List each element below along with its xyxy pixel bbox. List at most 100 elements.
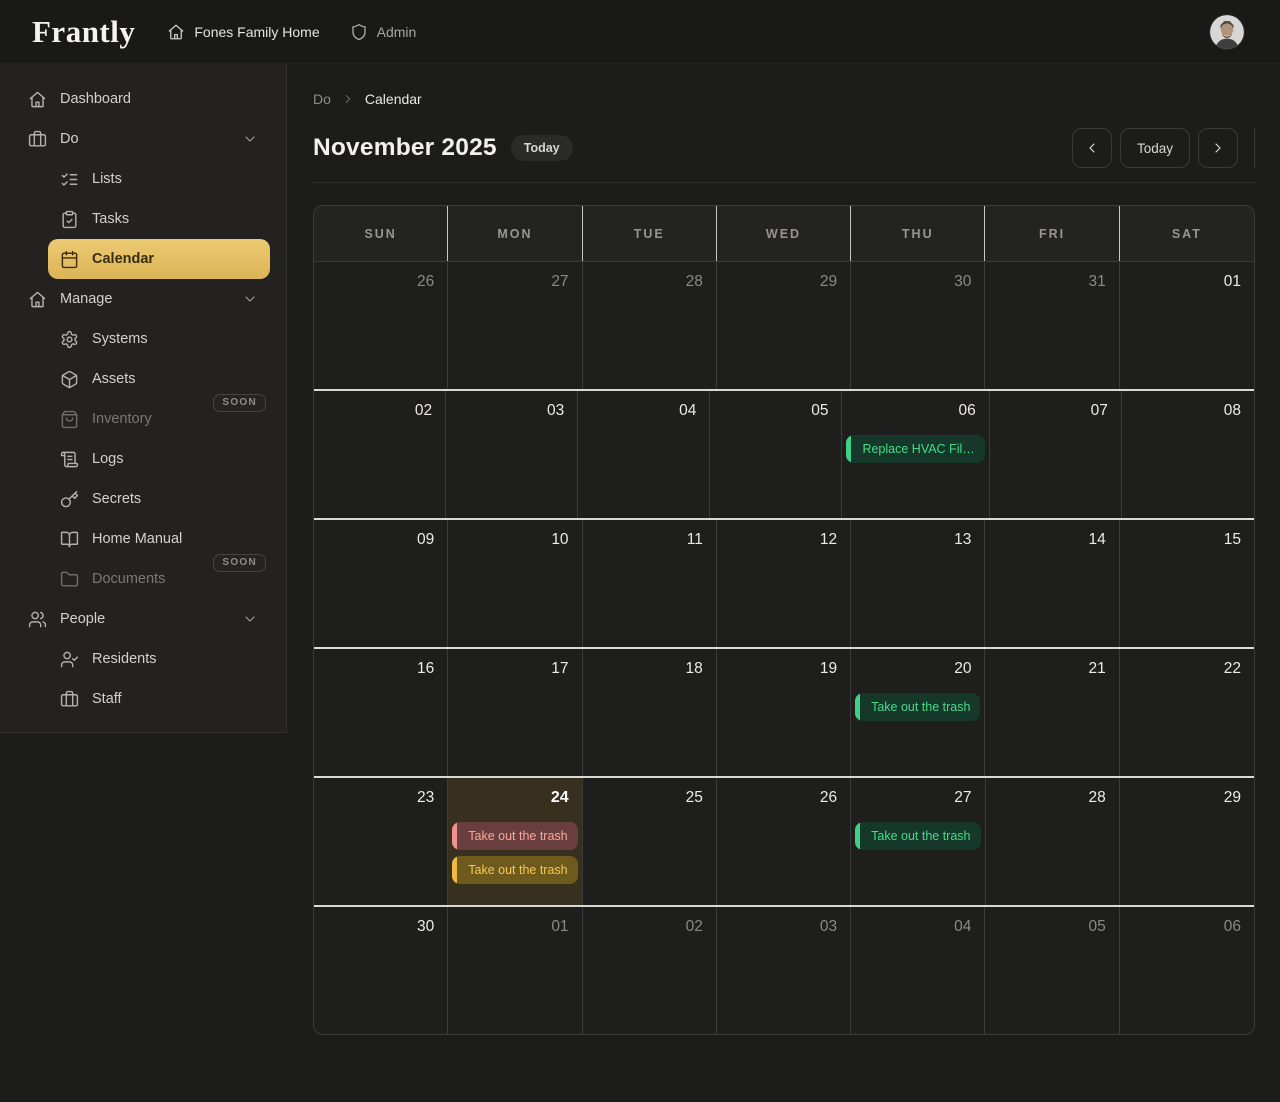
day-number: 24	[551, 787, 569, 809]
sidebar-item-assets[interactable]: Assets	[48, 359, 270, 399]
day-number: 26	[820, 787, 837, 809]
sidebar-item-people[interactable]: People	[16, 599, 270, 639]
event-chip[interactable]: Take out the trash	[855, 693, 980, 721]
day-cell[interactable]: 07	[990, 391, 1122, 518]
day-cell[interactable]: 27	[448, 262, 582, 389]
day-number: 05	[811, 400, 828, 422]
day-cell[interactable]: 21	[985, 649, 1119, 776]
day-cell[interactable]: 25	[583, 778, 717, 905]
day-cell[interactable]: 01	[448, 907, 582, 1034]
day-cell[interactable]: 29	[1120, 778, 1254, 905]
day-cell[interactable]: 29	[717, 262, 851, 389]
sidebar-item-home-manual[interactable]: Home Manual	[48, 519, 270, 559]
day-cell[interactable]: 12	[717, 520, 851, 647]
day-cell[interactable]: 06	[1120, 907, 1254, 1034]
admin-badge[interactable]: Admin	[350, 23, 417, 41]
day-cell[interactable]: 01	[1120, 262, 1254, 389]
event-chip[interactable]: Take out the trash	[452, 822, 577, 850]
sidebar-item-documents[interactable]: DocumentsSOON	[48, 559, 270, 599]
day-number: 27	[551, 271, 568, 293]
day-number: 29	[820, 271, 837, 293]
day-cell[interactable]: 28	[986, 778, 1120, 905]
calendar-header: November 2025 Today Today	[313, 128, 1255, 168]
sidebar-item-manage[interactable]: Manage	[16, 279, 270, 319]
day-cell[interactable]: 16	[314, 649, 448, 776]
main-content: Do Calendar November 2025 Today Today	[287, 64, 1280, 1035]
sidebar-item-systems[interactable]: Systems	[48, 319, 270, 359]
day-cell[interactable]: 14	[985, 520, 1119, 647]
day-cell[interactable]: 10	[448, 520, 582, 647]
day-cell[interactable]: 03	[446, 391, 578, 518]
event-chip[interactable]: Take out the trash	[855, 822, 980, 850]
event-chip[interactable]: Replace HVAC Fil…	[846, 435, 984, 463]
home-selector[interactable]: Fones Family Home	[167, 23, 319, 41]
key-icon	[60, 490, 79, 509]
sidebar-item-label: Residents	[92, 651, 156, 667]
day-number: 27	[954, 787, 971, 809]
sidebar-item-tasks[interactable]: Tasks	[48, 199, 270, 239]
breadcrumb-parent[interactable]: Do	[313, 91, 331, 107]
sidebar-item-label: Manage	[60, 291, 112, 307]
day-cell[interactable]: 06Replace HVAC Fil…	[842, 391, 989, 518]
event-title: Replace HVAC Fil…	[862, 442, 974, 456]
nav-divider	[1254, 128, 1255, 168]
day-cell[interactable]: 13	[851, 520, 985, 647]
day-cell[interactable]: 05	[710, 391, 842, 518]
day-cell[interactable]: 19	[717, 649, 851, 776]
day-number: 16	[417, 658, 434, 680]
day-cell[interactable]: 27 Take out the trash	[851, 778, 985, 905]
day-cell[interactable]: 24 Take out the trash Take out the trash	[448, 778, 582, 905]
sidebar-item-secrets[interactable]: Secrets	[48, 479, 270, 519]
sidebar-item-label: Staff	[92, 691, 122, 707]
day-cell[interactable]: 18	[583, 649, 717, 776]
sidebar-item-calendar[interactable]: Calendar	[48, 239, 270, 279]
day-number: 28	[686, 271, 703, 293]
sidebar-item-logs[interactable]: Logs	[48, 439, 270, 479]
day-number: 13	[954, 529, 971, 551]
sidebar-item-lists[interactable]: Lists	[48, 159, 270, 199]
day-cell[interactable]: 11	[583, 520, 717, 647]
day-cell[interactable]: 15	[1120, 520, 1254, 647]
day-number: 25	[686, 787, 703, 809]
briefcase-icon	[60, 690, 79, 709]
sidebar-item-residents[interactable]: Residents	[48, 639, 270, 679]
shield-icon	[350, 23, 368, 41]
day-cell[interactable]: 08	[1122, 391, 1254, 518]
day-cell[interactable]: 30	[314, 907, 448, 1034]
avatar-image	[1210, 15, 1244, 49]
day-cell[interactable]: 02	[583, 907, 717, 1034]
day-cell[interactable]: 31	[985, 262, 1119, 389]
day-cell[interactable]: 22	[1120, 649, 1254, 776]
day-cell[interactable]: 04	[851, 907, 985, 1034]
brand-logo[interactable]: Frantly	[32, 14, 135, 50]
user-avatar[interactable]	[1210, 15, 1244, 49]
prev-month-button[interactable]	[1072, 128, 1112, 168]
day-cell[interactable]: 03	[717, 907, 851, 1034]
day-cell[interactable]: 20Take out the trash	[851, 649, 985, 776]
event-chip[interactable]: Take out the trash	[452, 856, 577, 884]
list-checks-icon	[60, 170, 79, 189]
day-cell[interactable]: 26	[314, 262, 448, 389]
day-cell[interactable]: 26	[717, 778, 851, 905]
day-cell[interactable]: 23	[314, 778, 448, 905]
sidebar-item-dashboard[interactable]: Dashboard	[16, 79, 270, 119]
breadcrumb: Do Calendar	[313, 91, 1255, 107]
day-number: 29	[1224, 787, 1241, 809]
day-cell[interactable]: 05	[985, 907, 1119, 1034]
chevron-down-icon	[242, 291, 258, 307]
day-cell[interactable]: 30	[851, 262, 985, 389]
day-cell[interactable]: 02	[314, 391, 446, 518]
sidebar-item-staff[interactable]: Staff	[48, 679, 270, 719]
day-cell[interactable]: 17	[448, 649, 582, 776]
day-cell[interactable]: 09	[314, 520, 448, 647]
day-cell[interactable]: 04	[578, 391, 710, 518]
user-check-icon	[60, 650, 79, 669]
day-number: 02	[686, 916, 703, 938]
today-button[interactable]: Today	[1120, 128, 1190, 168]
next-month-button[interactable]	[1198, 128, 1238, 168]
day-number: 01	[1224, 271, 1241, 293]
day-cell[interactable]: 28	[583, 262, 717, 389]
home-name-label: Fones Family Home	[194, 24, 319, 40]
sidebar-item-do[interactable]: Do	[16, 119, 270, 159]
sidebar-item-inventory[interactable]: InventorySOON	[48, 399, 270, 439]
